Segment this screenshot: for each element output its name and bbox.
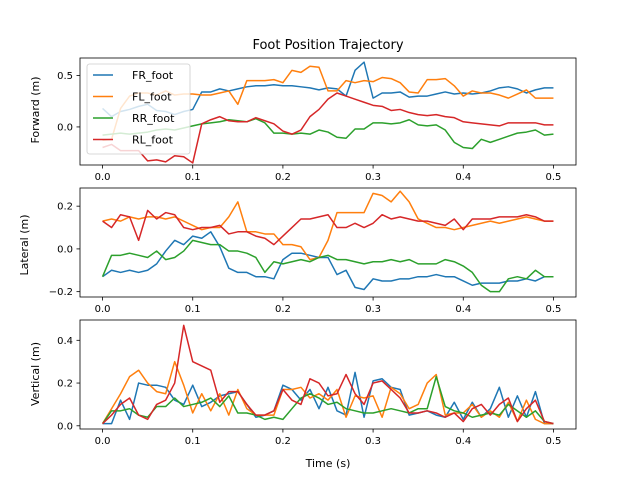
lateral-series-fr-foot bbox=[102, 231, 554, 291]
forward-y-label: Forward (m) bbox=[29, 76, 42, 143]
legend-label-fl-foot: FL_foot bbox=[132, 91, 172, 104]
vertical-panel: Vertical (m) 0.0 0.1 0.2 0.3 0.4 0.5 0.0 0.2 0.4 bbox=[29, 319, 577, 447]
lateral-y-tick-label: 0.0 bbox=[57, 244, 73, 255]
vertical-series-rl-foot bbox=[102, 324, 554, 425]
lateral-x-tick-label: 0.3 bbox=[365, 304, 381, 315]
legend-label-fr-foot: FR_foot bbox=[132, 69, 174, 82]
vertical-x-tick-label: 0.5 bbox=[546, 436, 562, 447]
legend-label-rr-foot: RR_foot bbox=[132, 112, 175, 125]
lateral-x-tick-label: 0.0 bbox=[95, 304, 111, 315]
lateral-x-tick-label: 0.2 bbox=[275, 304, 291, 315]
lateral-y-label: Lateral (m) bbox=[18, 214, 31, 275]
vertical-axes-frame bbox=[79, 319, 577, 430]
forward-panel: Forward (m) 0.0 0.1 0.2 0.3 0.4 0.5 0.0 0.5 bbox=[29, 57, 577, 183]
lateral-x-tick-label: 0.4 bbox=[455, 304, 471, 315]
legend-label-rl-foot: RL_foot bbox=[132, 134, 174, 147]
forward-y-tick-label: 0.0 bbox=[57, 122, 73, 133]
vertical-y-tick-label: 0.0 bbox=[57, 421, 73, 432]
lateral-panel: Lateral (m) 0.0 0.1 0.2 0.3 0.4 0.5 −0.2 0.0 0.2 bbox=[18, 187, 577, 315]
lateral-x-tick-label: 0.1 bbox=[185, 304, 201, 315]
lateral-x-tick-label: 0.5 bbox=[546, 304, 562, 315]
vertical-x-tick-label: 0.4 bbox=[455, 436, 471, 447]
forward-series-rl-foot bbox=[102, 92, 554, 164]
forward-x-tick-label: 0.3 bbox=[365, 172, 381, 183]
vertical-y-tick-label: 0.4 bbox=[57, 336, 73, 347]
lateral-series-fl-foot bbox=[102, 190, 554, 261]
forward-x-tick-label: 0.4 bbox=[455, 172, 471, 183]
vertical-series-fl-foot bbox=[101, 360, 554, 425]
x-axis-label: Time (s) bbox=[305, 457, 351, 470]
vertical-y-label: Vertical (m) bbox=[29, 342, 42, 406]
forward-x-tick-label: 0.0 bbox=[95, 172, 111, 183]
vertical-x-tick-label: 0.2 bbox=[275, 436, 291, 447]
lateral-axes-frame bbox=[79, 187, 577, 298]
vertical-series-rr-foot bbox=[101, 375, 554, 425]
lateral-y-tick-label: −0.2 bbox=[49, 287, 73, 298]
forward-y-tick-label: 0.5 bbox=[57, 71, 73, 82]
forward-axes-frame bbox=[79, 57, 577, 166]
chart-title: Foot Position Trajectory bbox=[252, 38, 403, 53]
forward-x-tick-label: 0.2 bbox=[275, 172, 291, 183]
vertical-x-tick-label: 0.1 bbox=[185, 436, 201, 447]
legend-box bbox=[86, 63, 191, 155]
vertical-x-tick-label: 0.0 bbox=[95, 436, 111, 447]
lateral-series-rl-foot bbox=[102, 209, 554, 246]
forward-x-tick-label: 0.5 bbox=[546, 172, 562, 183]
lateral-y-tick-label: 0.2 bbox=[57, 202, 73, 213]
vertical-x-tick-label: 0.3 bbox=[365, 436, 381, 447]
legend: FR_foot FL_foot RR_foot RL_foot bbox=[86, 63, 191, 155]
vertical-y-tick-label: 0.2 bbox=[57, 379, 73, 390]
lateral-series-rr-foot bbox=[101, 239, 554, 293]
forward-x-tick-label: 0.1 bbox=[185, 172, 201, 183]
